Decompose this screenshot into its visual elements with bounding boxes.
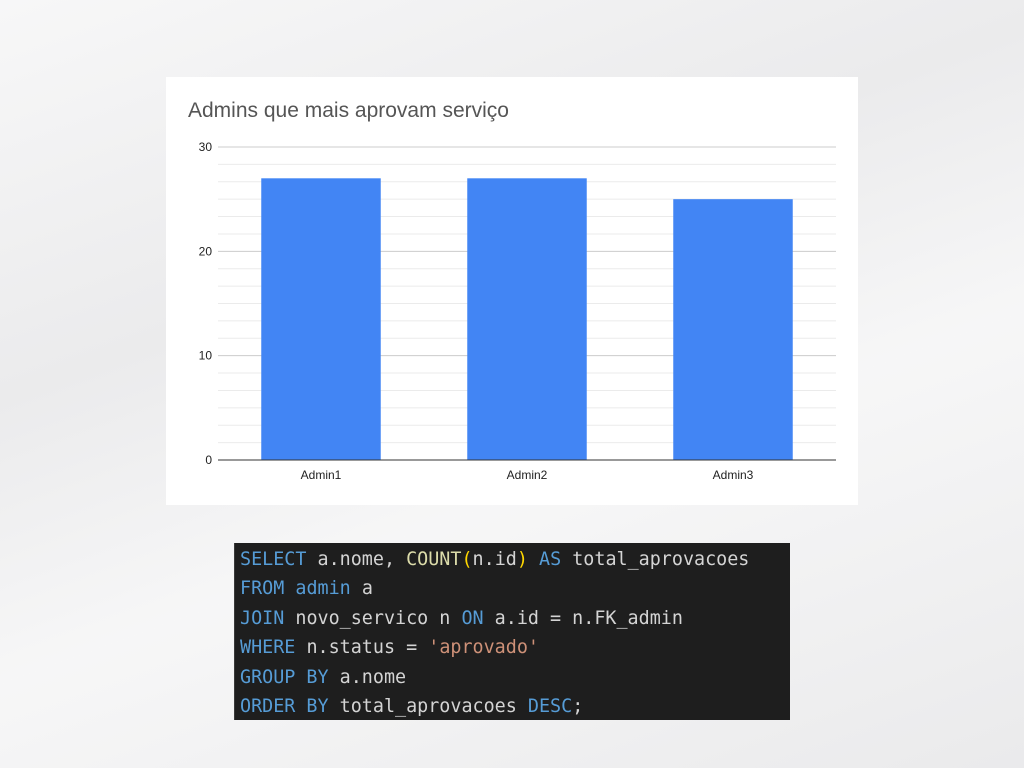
code-token: ORDER BY: [240, 695, 329, 717]
y-tick-label: 0: [205, 453, 212, 467]
code-token: (: [461, 549, 473, 570]
y-tick-label: 20: [199, 244, 213, 258]
code-token: WHERE: [240, 637, 296, 659]
code-token: [528, 549, 539, 570]
y-tick-label: 30: [199, 140, 213, 154]
code-token: a.id = n.FK_admin: [483, 607, 683, 629]
code-line: WHERE n.status = 'aprovado': [240, 633, 790, 662]
code-token: DESC: [527, 695, 573, 717]
code-line: SELECT a.nome, COUNT(n.id) AS total_apro…: [240, 545, 790, 574]
sql-code-panel: SELECT a.nome, COUNT(n.id) AS total_apro…: [234, 543, 790, 720]
code-token: a.nome,: [306, 549, 407, 570]
code-token: a: [350, 578, 373, 600]
bar-admin2: [467, 178, 587, 461]
code-token: ON: [461, 607, 484, 629]
code-token: FROM: [240, 578, 285, 600]
x-tick-label: Admin2: [507, 468, 548, 482]
code-token: n.status =: [295, 637, 429, 659]
bar-admin3: [673, 199, 793, 460]
code-token: total_aprovacoes: [561, 549, 750, 570]
code-line: ORDER BY total_aprovacoes DESC;: [240, 692, 790, 721]
code-line: JOIN novo_servico n ON a.id = n.FK_admin: [240, 604, 790, 633]
x-tick-label: Admin3: [713, 468, 754, 482]
code-token: COUNT: [406, 549, 462, 570]
code-token: ): [516, 549, 528, 570]
code-token: n.id: [472, 549, 517, 570]
chart-plot: 0 10 20 30 Admin1 Admin2 Admin3: [199, 140, 836, 482]
x-tick-label: Admin1: [301, 468, 342, 482]
code-token: novo_servico n: [284, 607, 462, 629]
code-token: 'aprovado': [428, 637, 539, 659]
code-token: total_aprovacoes: [328, 695, 528, 717]
code-token: SELECT: [240, 549, 307, 570]
code-token: GROUP BY: [240, 666, 329, 688]
bar-chart: Admins que mais aprovam serviço 0 10 20 30 A…: [166, 77, 858, 505]
code-token: [284, 578, 295, 599]
y-tick-label: 10: [199, 349, 213, 363]
code-line: GROUP BY a.nome: [240, 663, 790, 692]
code-token: JOIN: [240, 607, 285, 629]
code-line: FROM admin a: [240, 574, 790, 603]
code-token: admin: [295, 578, 351, 600]
code-token: ;: [572, 695, 584, 717]
bar-admin1: [261, 178, 381, 461]
chart-title: Admins que mais aprovam serviço: [188, 99, 509, 122]
code-token: AS: [539, 549, 562, 570]
code-token: a.nome: [328, 666, 407, 688]
